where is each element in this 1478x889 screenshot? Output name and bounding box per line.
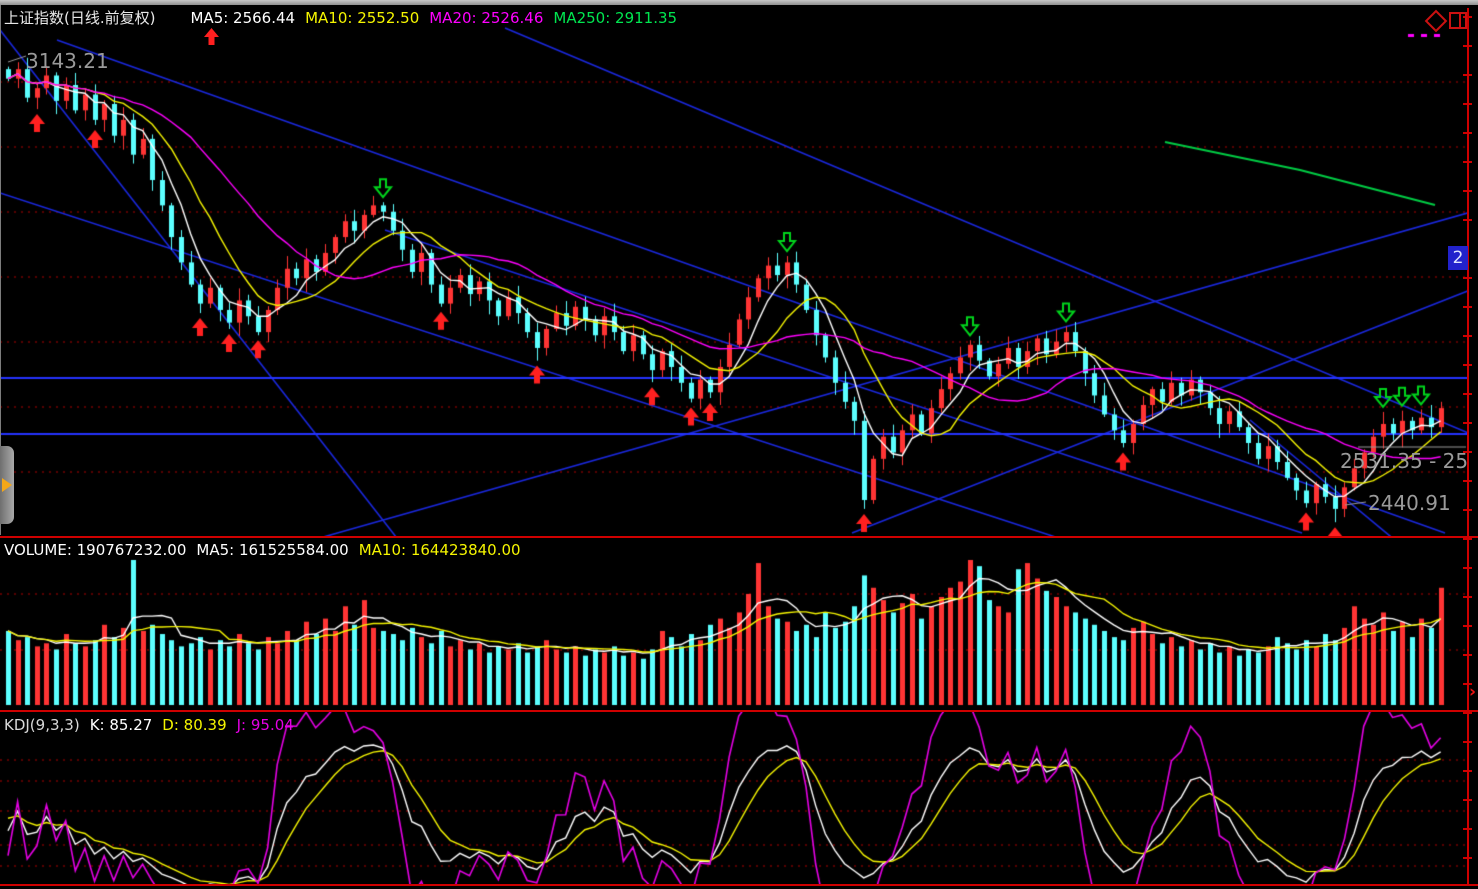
axis-tick xyxy=(1463,364,1472,366)
volume-header: VOLUME: 190767232.00 MA5: 161525584.00 M… xyxy=(4,541,521,559)
axis-tick xyxy=(1463,132,1472,134)
ma5-label: MA5: 2566.44 xyxy=(190,9,296,27)
kdj-k-label: K: 85.27 xyxy=(89,716,153,734)
candlestick-canvas[interactable] xyxy=(0,5,1468,536)
left-border xyxy=(0,5,1,535)
axis-tick xyxy=(1463,161,1472,163)
pane-divider xyxy=(0,884,1478,886)
axis-tick xyxy=(1463,103,1472,105)
axis-tick xyxy=(1463,74,1472,76)
axis-tick xyxy=(1463,654,1472,656)
pane-divider xyxy=(0,536,1478,538)
main-chart-header: 上证指数(日线.前复权) MA5: 2566.44 MA10: 2552.50 … xyxy=(4,9,678,45)
ma10-label: MA10: 2552.50 xyxy=(305,9,420,27)
axis-tick xyxy=(1463,306,1472,308)
volume-canvas[interactable] xyxy=(0,537,1468,710)
main-chart-pane: 上证指数(日线.前复权) MA5: 2566.44 MA10: 2552.50 … xyxy=(0,5,1468,536)
axis-tick xyxy=(1463,190,1472,192)
axis-tick xyxy=(1463,335,1472,337)
axis-tick xyxy=(1463,741,1472,743)
axis-tick xyxy=(1463,625,1472,627)
volume-label: VOLUME: 190767232.00 xyxy=(4,541,187,559)
volume-ma10-label: MA10: 164423840.00 xyxy=(358,541,521,559)
right-axis xyxy=(1467,8,1469,886)
chart-title: 上证指数(日线.前复权) xyxy=(4,9,156,27)
axis-tick xyxy=(1463,451,1472,453)
volume-pane: VOLUME: 190767232.00 MA5: 161525584.00 M… xyxy=(0,537,1468,710)
kdj-header: KDJ(9,3,3) K: 85.27 D: 80.39 J: 95.04 xyxy=(4,716,294,734)
right-axis-badge: 2 xyxy=(1448,246,1468,270)
axis-tick xyxy=(1463,799,1472,801)
kdj-d-label: D: 80.39 xyxy=(162,716,227,734)
axis-tick xyxy=(1463,857,1472,859)
kdj-label: KDJ(9,3,3) xyxy=(4,716,80,734)
axis-tick xyxy=(1463,828,1472,830)
axis-tick xyxy=(1463,538,1472,540)
axis-tick xyxy=(1463,712,1472,714)
axis-tick xyxy=(1463,480,1472,482)
axis-tick xyxy=(1463,277,1472,279)
axis-tick xyxy=(1463,567,1472,569)
ma250-label: MA250: 2911.35 xyxy=(553,9,678,27)
axis-tick xyxy=(1463,219,1472,221)
kdj-j-label: J: 95.04 xyxy=(236,716,294,734)
expand-arrow-icon xyxy=(2,478,12,492)
top-border xyxy=(0,0,1478,5)
axis-tick xyxy=(1463,422,1472,424)
pane-divider xyxy=(0,710,1478,712)
price-label-low: 2440.91 xyxy=(1368,491,1451,515)
axis-tick xyxy=(1463,393,1472,395)
axis-tick xyxy=(1463,16,1472,18)
volume-ma5-label: MA5: 161525584.00 xyxy=(196,541,349,559)
axis-tick xyxy=(1463,770,1472,772)
price-label-high: 3143.21 xyxy=(26,49,109,73)
axis-tick xyxy=(1463,596,1472,598)
up-arrow-icon xyxy=(165,10,219,45)
price-label-range: 2531.35 - 25 xyxy=(1340,450,1468,472)
axis-tick xyxy=(1463,509,1472,511)
kdj-canvas[interactable] xyxy=(0,712,1468,884)
kdj-pane: KDJ(9,3,3) K: 85.27 D: 80.39 J: 95.04 xyxy=(0,712,1468,884)
panel-expander-tab[interactable] xyxy=(0,446,14,524)
ma20-label: MA20: 2526.46 xyxy=(429,9,544,27)
axis-tick xyxy=(1463,683,1472,685)
axis-tick xyxy=(1463,45,1472,47)
pane-scroll-marker[interactable]: › xyxy=(1469,682,1477,702)
window-icon[interactable] xyxy=(1449,12,1467,29)
